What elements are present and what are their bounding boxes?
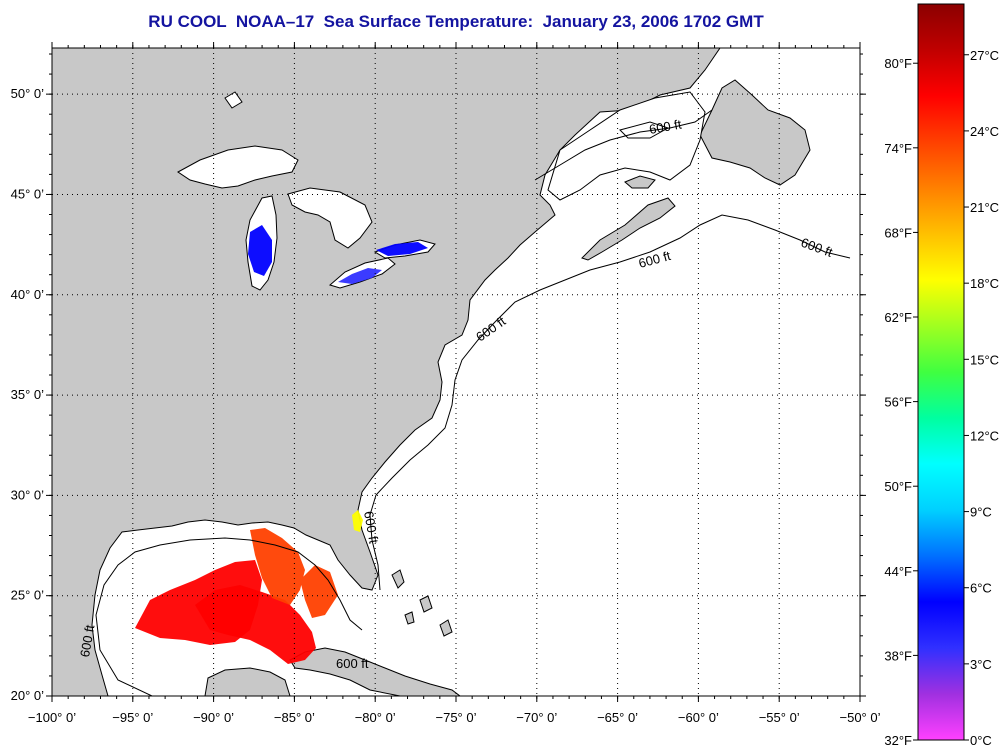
contour-label: 600 ft <box>336 656 369 671</box>
fahrenheit-tick-label: 44°F <box>884 564 912 579</box>
lat-tick-label: 50° 0’ <box>11 86 45 101</box>
fahrenheit-tick-label: 50°F <box>884 479 912 494</box>
newfoundland-land <box>699 79 811 186</box>
sst-patch-lake-erie <box>338 268 382 284</box>
contour-label: 600 ft <box>648 116 683 136</box>
celsius-tick-label: 18°C <box>970 276 999 291</box>
lat-tick-label: 20° 0’ <box>11 688 45 703</box>
celsius-tick-label: 27°C <box>970 48 999 63</box>
fahrenheit-tick-label: 68°F <box>884 225 912 240</box>
map-axes: −100° 0’ −95° 0’ −90° 0’ −85° 0’ −80° 0’ −75°… <box>11 42 881 725</box>
contour-label: 600 ft <box>361 510 381 545</box>
lat-tick-label: 40° 0’ <box>11 287 45 302</box>
cuba-land <box>289 647 461 696</box>
celsius-tick-label: 24°C <box>970 124 999 139</box>
lat-tick-label: 35° 0’ <box>11 387 45 402</box>
fahrenheit-tick-label: 32°F <box>884 733 912 748</box>
celsius-tick-label: 3°C <box>970 657 992 672</box>
lon-tick-label: −100° 0’ <box>28 710 76 725</box>
colorbar-scale <box>917 3 965 741</box>
yucatan-land <box>204 667 291 696</box>
graticule <box>52 48 860 696</box>
lake-huron <box>287 187 373 249</box>
fahrenheit-tick-label: 62°F <box>884 310 912 325</box>
sst-patch-lake-michigan <box>248 225 272 276</box>
lon-tick-label: −75° 0’ <box>436 710 477 725</box>
fahrenheit-tick-label: 80°F <box>884 56 912 71</box>
lat-tick-label: 25° 0’ <box>11 588 45 603</box>
celsius-tick-label: 9°C <box>970 505 992 520</box>
james-bay-lakes <box>224 91 670 139</box>
lake-superior <box>177 145 299 189</box>
pei-land <box>624 175 656 189</box>
fahrenheit-tick-label: 74°F <box>884 141 912 156</box>
celsius-tick-label: 12°C <box>970 428 999 443</box>
celsius-tick-label: 0°C <box>970 733 992 748</box>
celsius-tick-label: 21°C <box>970 200 999 215</box>
colorbar-ticks: 0°C 3°C 6°C 9°C 12°C 15°C 18°C 21°C 24°C 27°C 32°F… <box>884 48 999 748</box>
sst-patch-florida-east-coast <box>352 510 363 532</box>
lon-tick-label: −95° 0’ <box>112 710 153 725</box>
gulf-of-st-lawrence <box>547 91 706 201</box>
bahamas-land <box>391 569 453 637</box>
lat-tick-label: 45° 0’ <box>11 186 45 201</box>
lon-tick-label: −60° 0’ <box>678 710 719 725</box>
celsius-tick-label: 6°C <box>970 581 992 596</box>
contour-label: 600 ft <box>77 623 97 658</box>
celsius-tick-label: 15°C <box>970 352 999 367</box>
fahrenheit-tick-label: 56°F <box>884 395 912 410</box>
lon-tick-label: −50° 0’ <box>840 710 881 725</box>
nova-scotia-land <box>581 197 676 261</box>
lon-tick-label: −55° 0’ <box>759 710 800 725</box>
lon-tick-label: −80° 0’ <box>355 710 396 725</box>
sst-patch-lake-ontario <box>376 242 428 256</box>
map-title: RU COOL NOAA–17 Sea Surface Temperature:… <box>148 12 764 31</box>
sst-patch-gulf-of-mexico-central <box>195 585 316 664</box>
lon-tick-label: −85° 0’ <box>274 710 315 725</box>
lon-tick-label: −90° 0’ <box>193 710 234 725</box>
lat-tick-label: 30° 0’ <box>11 487 45 502</box>
lon-tick-label: −65° 0’ <box>597 710 638 725</box>
lon-tick-label: −70° 0’ <box>516 710 557 725</box>
sst-patches <box>135 225 428 664</box>
fahrenheit-tick-label: 38°F <box>884 648 912 663</box>
